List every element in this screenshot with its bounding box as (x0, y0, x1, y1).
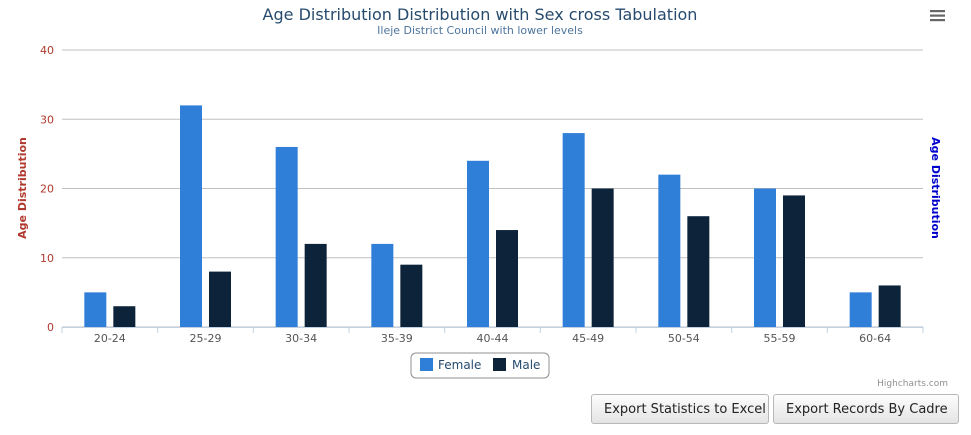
legend-swatch-female (420, 358, 433, 371)
bar-female-50-54[interactable] (658, 174, 681, 327)
bar-male-35-39[interactable] (400, 264, 423, 327)
bar-male-55-59[interactable] (783, 195, 805, 327)
grid-lines (62, 49, 923, 328)
context-menu-button[interactable] (926, 6, 948, 24)
y-tick-label: 0 (47, 321, 54, 334)
bar-female-55-59[interactable] (754, 188, 776, 328)
legend-item-female[interactable]: Female (420, 358, 481, 372)
legend-label-male: Male (512, 358, 540, 372)
x-tick-label: 45-49 (572, 332, 604, 345)
bar-female-20-24[interactable] (84, 292, 107, 327)
x-tick-label: 30-34 (285, 332, 317, 345)
legend-item-male[interactable]: Male (493, 358, 540, 372)
bar-female-40-44[interactable] (467, 160, 489, 327)
chart-title: Age Distribution Distribution with Sex c… (263, 5, 698, 24)
bar-male-50-54[interactable] (687, 216, 710, 327)
chart: Age Distribution Distribution with Sex c… (16, 5, 948, 389)
x-tick-label: 40-44 (477, 332, 509, 345)
bar-female-30-34[interactable] (275, 146, 298, 327)
y-axis-ticks: 0 10 20 30 40 (40, 44, 54, 334)
y-tick-label: 30 (40, 113, 54, 126)
legend-label-female: Female (438, 358, 481, 372)
y-tick-label: 10 (40, 252, 54, 265)
x-tick-label: 50-54 (668, 332, 700, 345)
bar-male-25-29[interactable] (209, 271, 231, 327)
y-axis-title-right: Age Distribution (929, 137, 942, 239)
y-axis-title-left: Age Distribution (16, 137, 29, 239)
x-tick-label: 20-24 (94, 332, 126, 345)
bar-male-45-49[interactable] (591, 188, 614, 328)
chart-subtitle: Ileje District Council with lower levels (377, 24, 583, 37)
x-tick-label: 35-39 (381, 332, 413, 345)
bar-female-35-39[interactable] (371, 243, 394, 327)
bar-female-25-29[interactable] (180, 105, 202, 328)
y-tick-label: 20 (40, 183, 54, 196)
bar-female-60-64[interactable] (849, 292, 872, 327)
x-tick-label: 25-29 (190, 332, 222, 345)
credits-link[interactable]: Highcharts.com (877, 379, 948, 389)
bar-male-40-44[interactable] (496, 230, 518, 327)
y-tick-label: 40 (40, 44, 54, 57)
bar-female-45-49[interactable] (562, 133, 585, 327)
legend-swatch-male (493, 358, 506, 371)
export-statistics-button[interactable]: Export Statistics to Excel (591, 394, 769, 424)
x-axis-ticks: 20-24 25-29 30-34 35-39 40-44 45-49 50-54 55-59… (61, 327, 924, 345)
x-tick-label: 60-64 (859, 332, 891, 345)
x-tick-label: 55-59 (764, 332, 796, 345)
hamburger-menu-icon (930, 10, 945, 22)
bar-male-30-34[interactable] (304, 243, 327, 327)
bar-male-20-24[interactable] (113, 306, 136, 327)
export-records-button[interactable]: Export Records By Cadre (773, 394, 959, 424)
legend: Female Male (410, 352, 550, 379)
bars (84, 105, 901, 328)
bar-male-60-64[interactable] (878, 285, 901, 327)
